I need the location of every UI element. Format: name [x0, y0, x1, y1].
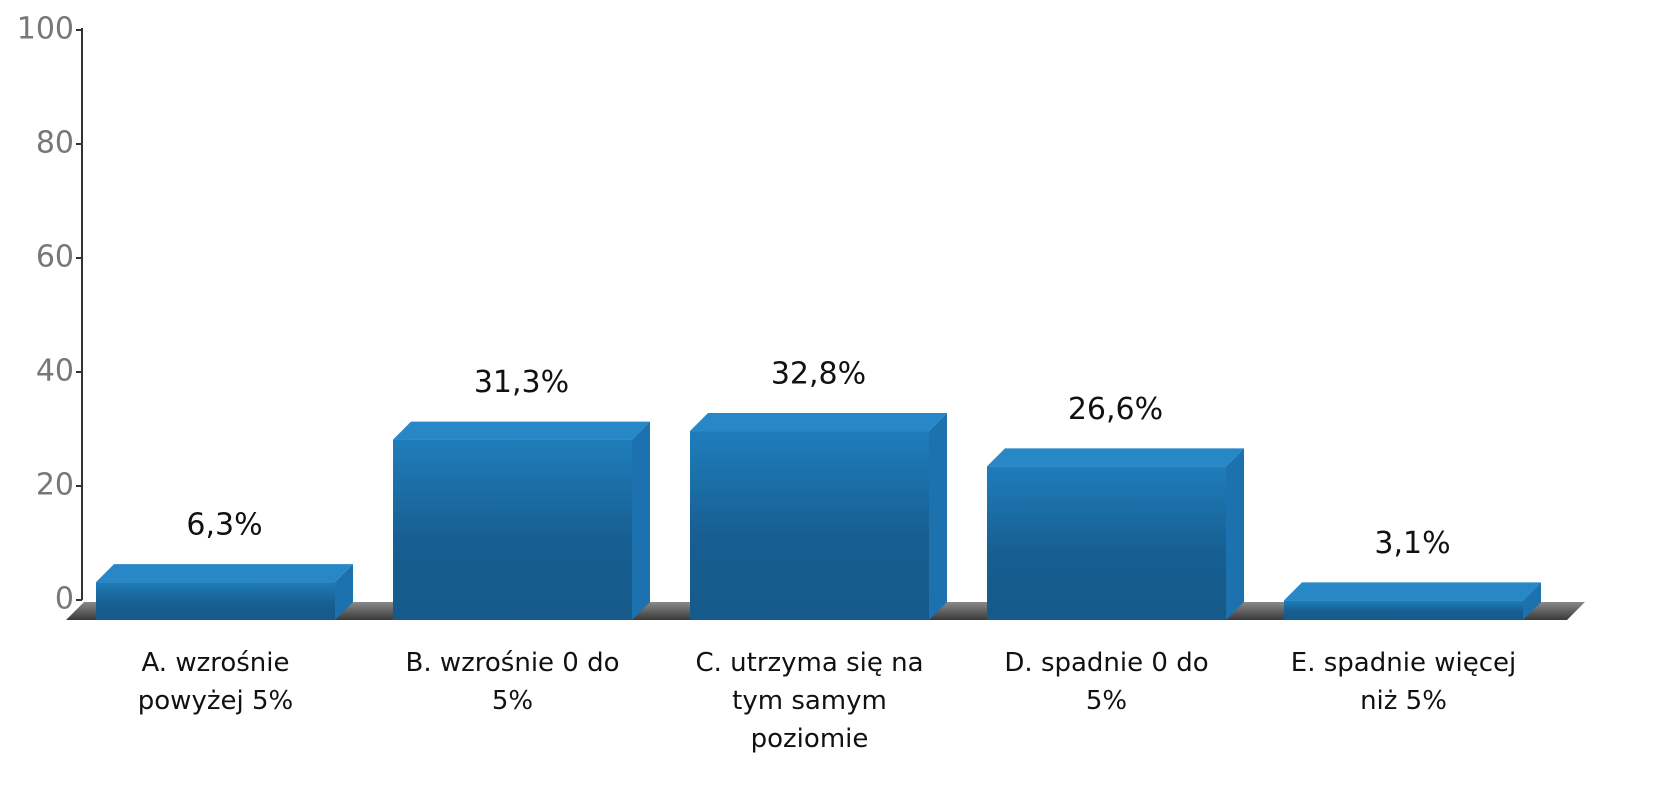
x-tick-label: D. spadnie 0 do 5% [1004, 648, 1209, 716]
bar-side [1523, 582, 1541, 620]
x-tick-label: E. spadnie więcej niż 5% [1290, 648, 1517, 716]
bar [987, 448, 1244, 620]
bar-top [393, 421, 650, 440]
bar [393, 421, 650, 620]
value-label: 31,3% [474, 365, 569, 400]
bar-top [1284, 582, 1541, 601]
bar-side [929, 413, 947, 620]
value-label: 26,6% [1068, 392, 1163, 427]
y-tick-label: 60 [36, 240, 74, 275]
y-tick-label: 100 [17, 12, 74, 47]
x-tick-label: B. wzrośnie 0 do 5% [405, 648, 620, 716]
bar-side [1226, 448, 1244, 620]
y-tick-label: 20 [36, 468, 74, 503]
bar-top [690, 413, 947, 432]
bar-side [632, 421, 650, 620]
bar-front [690, 431, 929, 620]
bar [690, 413, 947, 620]
value-label: 32,8% [771, 357, 866, 392]
bar [1284, 582, 1541, 620]
bar-front [987, 466, 1226, 620]
bar-front [96, 582, 335, 620]
value-label: 6,3% [186, 508, 262, 543]
bar-top [987, 448, 1244, 467]
y-tick-label: 40 [36, 354, 74, 389]
bar-front [393, 439, 632, 620]
bar-front [1284, 600, 1523, 620]
x-tick-label: C. utrzyma się na tym samym poziomie [695, 648, 924, 754]
x-tick-label: A. wzrośnie powyżej 5% [137, 648, 294, 716]
y-tick-label: 80 [36, 126, 74, 161]
value-label: 3,1% [1374, 526, 1450, 561]
bar [96, 564, 353, 620]
y-tick-label: 0 [55, 582, 74, 617]
bar-top [96, 564, 353, 583]
bar-side [335, 564, 353, 620]
